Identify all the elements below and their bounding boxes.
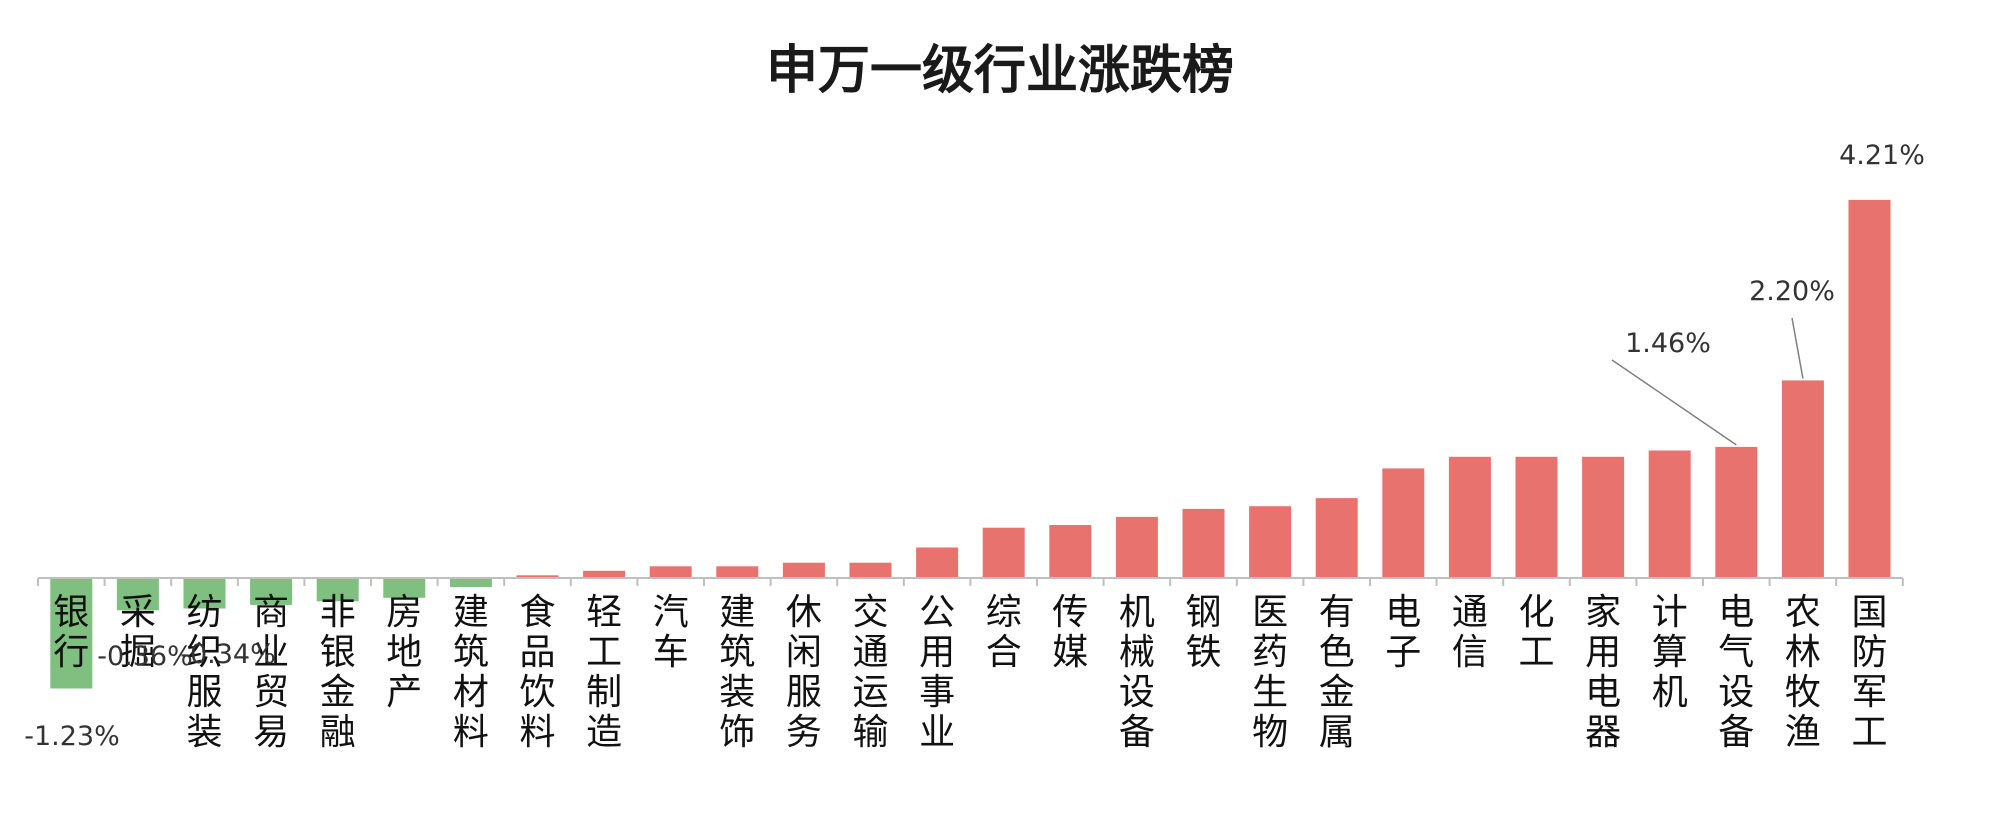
bar-综合 (982, 527, 1025, 578)
bar-有色金属 (1315, 498, 1358, 578)
category-label: 休闲服务 (786, 592, 822, 753)
category-label: 房地产 (386, 592, 422, 713)
bar-化工 (1515, 456, 1558, 578)
bar-银行 (50, 578, 93, 689)
category-label: 传媒 (1052, 592, 1088, 673)
bar-商业贸易 (250, 578, 293, 605)
data-label: 2.20% (1749, 276, 1835, 307)
category-label: 通信 (1452, 592, 1488, 673)
category-label: 机械设备 (1119, 592, 1155, 753)
bar-汽车 (649, 566, 692, 578)
bar-食品饮料 (516, 575, 559, 578)
category-label: 国防军工 (1851, 592, 1887, 753)
category-label: 轻工制造 (586, 592, 622, 753)
bar-农林牧渔 (1781, 380, 1824, 578)
bar-轻工制造 (583, 570, 626, 578)
category-label: 电子 (1385, 592, 1421, 673)
bar-电子 (1382, 468, 1425, 578)
category-label: 农林牧渔 (1785, 592, 1821, 753)
bar-建筑材料 (449, 578, 492, 587)
bar-房地产 (383, 578, 426, 598)
category-label: 电气设备 (1718, 592, 1754, 753)
bar-通信 (1448, 456, 1491, 578)
bar-非银金融 (316, 578, 359, 602)
category-label: 综合 (986, 592, 1022, 673)
category-label: 非银金融 (320, 592, 356, 753)
bar-医药生物 (1249, 506, 1292, 578)
category-label: 钢铁 (1185, 592, 1221, 673)
bar-机械设备 (1115, 516, 1158, 578)
category-label: 公用事业 (919, 592, 955, 753)
data-label: -0.34% (180, 639, 276, 670)
bar-建筑装饰 (716, 566, 759, 578)
bar-纺织服装 (183, 578, 226, 609)
category-label: 化工 (1518, 592, 1554, 673)
data-label: -1.23% (24, 721, 120, 752)
bar-国防军工 (1848, 199, 1891, 578)
category-label: 计算机 (1652, 592, 1688, 713)
data-label: 4.21% (1839, 140, 1925, 171)
category-label: 银行 (53, 592, 89, 673)
category-label: 医药生物 (1252, 592, 1288, 753)
chart-title: 申万一级行业涨跌榜 (765, 41, 1234, 101)
bar-传媒 (1049, 525, 1092, 578)
category-label: 建筑材料 (453, 592, 489, 753)
bar-家用电器 (1582, 456, 1625, 578)
category-label: 建筑装饰 (719, 592, 755, 753)
bar-计算机 (1648, 450, 1691, 578)
category-label: 采掘 (120, 592, 156, 673)
category-label: 食品饮料 (519, 592, 555, 753)
leader-line (1611, 359, 1737, 446)
bar-公用事业 (916, 547, 959, 578)
bar-钢铁 (1182, 508, 1225, 578)
bar-电气设备 (1715, 446, 1758, 578)
category-label: 交通运输 (852, 592, 888, 753)
data-label: -0.36% (97, 641, 193, 672)
data-label: 1.46% (1625, 328, 1711, 359)
bar-交通运输 (849, 562, 892, 578)
category-label: 商业贸易 (253, 592, 289, 753)
category-label: 汽车 (653, 592, 689, 673)
category-label: 家用电器 (1585, 592, 1621, 753)
bar-采掘 (116, 578, 159, 611)
leader-line (1791, 317, 1804, 379)
category-label: 纺织服装 (186, 592, 222, 753)
category-label: 有色金属 (1319, 592, 1355, 753)
bar-休闲服务 (782, 562, 825, 578)
